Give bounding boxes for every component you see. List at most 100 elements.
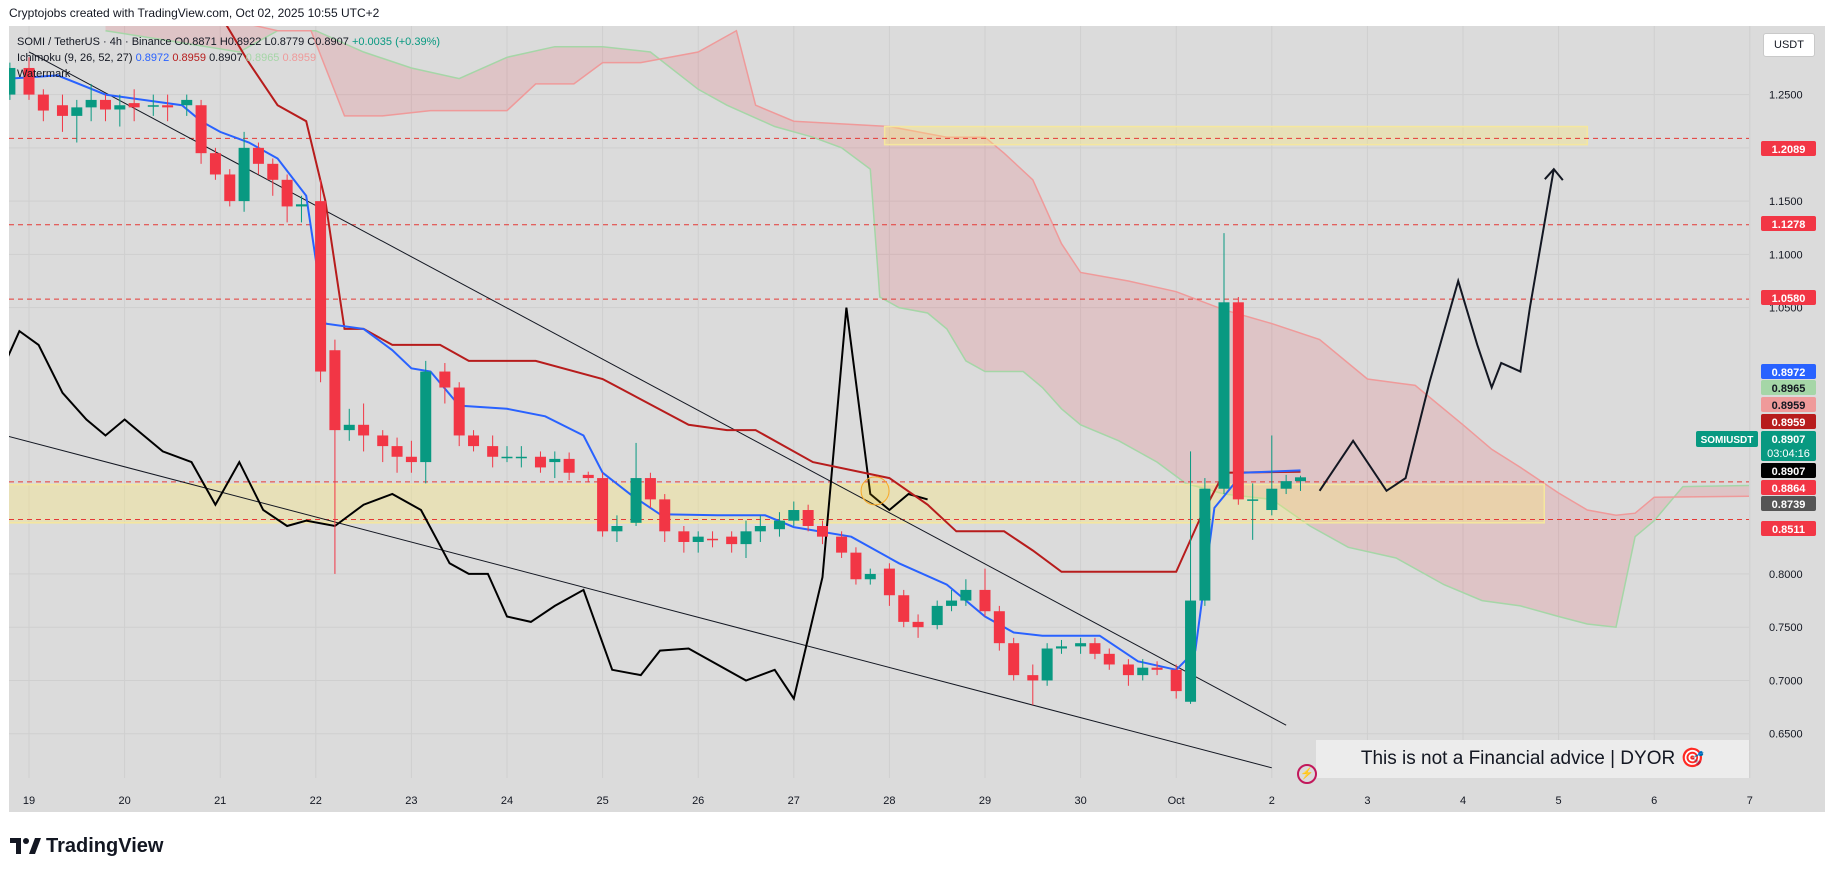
candle-down <box>659 499 671 532</box>
candle-up <box>1185 600 1197 702</box>
candle-up <box>1041 648 1053 681</box>
chart-canvas[interactable]: 1.25001.20001.15001.10001.05000.80000.75… <box>9 26 1825 812</box>
candle-down <box>1122 664 1134 676</box>
candle-up <box>611 526 623 532</box>
candle-down <box>993 611 1005 644</box>
time-axis-label: 20 <box>118 795 130 807</box>
price-label-chip <box>1761 463 1816 478</box>
price-label-value: 0.8511 <box>1772 524 1805 536</box>
price-label-countdown: 03:04:16 <box>1767 448 1810 460</box>
time-axis-label: 21 <box>214 795 226 807</box>
price-label-value: 0.8972 <box>1772 367 1806 379</box>
candle-up <box>773 520 785 530</box>
tradingview-logo[interactable]: TradingView <box>10 834 163 858</box>
candle-down <box>377 435 389 447</box>
candle-up <box>114 105 126 110</box>
legend-symbol[interactable]: SOMI / TetherUS · 4h · Binance <box>17 36 172 48</box>
candle-up <box>1247 499 1259 501</box>
chart-area[interactable]: 1.25001.20001.15001.10001.05000.80000.75… <box>9 26 1825 812</box>
price-axis-label: 1.1000 <box>1769 249 1803 261</box>
candle-down <box>224 174 236 202</box>
price-axis-label: 1.2500 <box>1769 90 1803 102</box>
ichimoku-conversion-line <box>9 74 1301 671</box>
candle-up <box>630 478 642 523</box>
candle-up <box>1075 643 1087 647</box>
time-axis-label: 24 <box>501 795 513 807</box>
candle-up <box>238 147 250 202</box>
price-label-value: 0.8907 <box>1772 466 1806 478</box>
candle-up <box>85 99 97 108</box>
time-axis-label: 23 <box>405 795 417 807</box>
time-axis-label: 30 <box>1074 795 1086 807</box>
candle-down <box>836 536 848 553</box>
time-axis-label: 26 <box>692 795 704 807</box>
price-label-chip <box>1761 216 1816 231</box>
candle-up <box>549 458 561 463</box>
ichimoku-label: Ichimoku (9, 26, 52, 27) <box>17 52 133 64</box>
time-axis-label: Oct <box>1168 795 1185 807</box>
candle-down <box>1008 643 1020 676</box>
ichimoku-leading-span-a <box>105 29 1749 629</box>
candle-down <box>267 163 279 180</box>
candle-up <box>1199 488 1211 601</box>
price-label-chip <box>1761 364 1816 379</box>
candle-down <box>850 552 862 580</box>
ichimoku-cloud-fill <box>105 26 1749 628</box>
ichimoku-value-base: 0.8959 <box>172 52 206 64</box>
time-axis-label: 28 <box>883 795 895 807</box>
price-label-chip <box>1761 521 1816 536</box>
ichimoku-value-conversion: 0.8972 <box>135 52 170 64</box>
candle-up <box>754 526 766 532</box>
price-axis-label: 1.1500 <box>1769 196 1803 208</box>
legend-ichimoku[interactable]: Ichimoku (9, 26, 52, 27) 0.8972 0.8959 0… <box>17 52 316 64</box>
candle-down <box>534 456 546 468</box>
time-axis-label: 2 <box>1269 795 1275 807</box>
time-axis-label: 6 <box>1651 795 1657 807</box>
price-label-chip <box>1761 414 1816 429</box>
candle-down <box>162 105 174 108</box>
trendline <box>9 435 1272 769</box>
candle-up <box>147 105 159 107</box>
ichimoku-lagging-span <box>9 307 928 702</box>
legend-close: C0.8907 <box>307 36 349 48</box>
candle-up <box>295 204 307 207</box>
legend-change: +0.0035 (+0.39%) <box>351 36 441 48</box>
candle-down <box>883 568 895 596</box>
candle-up <box>1266 488 1278 511</box>
time-axis-label: 4 <box>1460 795 1466 807</box>
price-label-value: 0.8739 <box>1772 499 1806 511</box>
candle-up <box>501 456 513 459</box>
time-axis-label: 27 <box>788 795 800 807</box>
price-label-value: 0.8864 <box>1772 483 1807 495</box>
legend-watermark[interactable]: Watermark <box>17 68 71 80</box>
candle-down <box>802 510 814 526</box>
price-label-value: 0.8907 <box>1772 434 1806 446</box>
price-axis-label: 0.6500 <box>1769 729 1803 741</box>
time-axis-label: 25 <box>596 795 608 807</box>
candle-down <box>439 371 451 388</box>
price-label-chip <box>1761 141 1816 156</box>
candle-down <box>1103 653 1115 665</box>
candle-down <box>468 435 480 447</box>
price-label-stack: 1.2089 1.1278 1.0580 0.8972 0.8965 0.8959 0.89… <box>1696 141 1816 536</box>
legend-high: H0.8922 <box>219 36 262 48</box>
candle-down <box>726 536 738 545</box>
candle-down <box>56 105 68 116</box>
candle-down <box>453 387 465 436</box>
time-axis-label: 3 <box>1364 795 1370 807</box>
lightning-icon[interactable]: ⚡ <box>1297 764 1317 784</box>
candle-up <box>692 536 704 542</box>
legend-open: O0.8871 <box>174 36 217 48</box>
symbol-tag: SOMIUSDT <box>1701 435 1754 446</box>
currency-button[interactable]: USDT <box>1763 33 1815 57</box>
candle-up <box>1280 481 1292 489</box>
grid <box>9 26 1751 778</box>
candle-down <box>329 350 341 431</box>
time-axis-label: 19 <box>23 795 35 807</box>
candle-down <box>979 589 991 612</box>
candle-up <box>420 371 432 463</box>
chart-attribution: Cryptojobs created with TradingView.com,… <box>9 6 380 20</box>
price-label-chip <box>1761 290 1816 305</box>
candle-down <box>405 456 417 463</box>
candle-up <box>1218 302 1230 489</box>
